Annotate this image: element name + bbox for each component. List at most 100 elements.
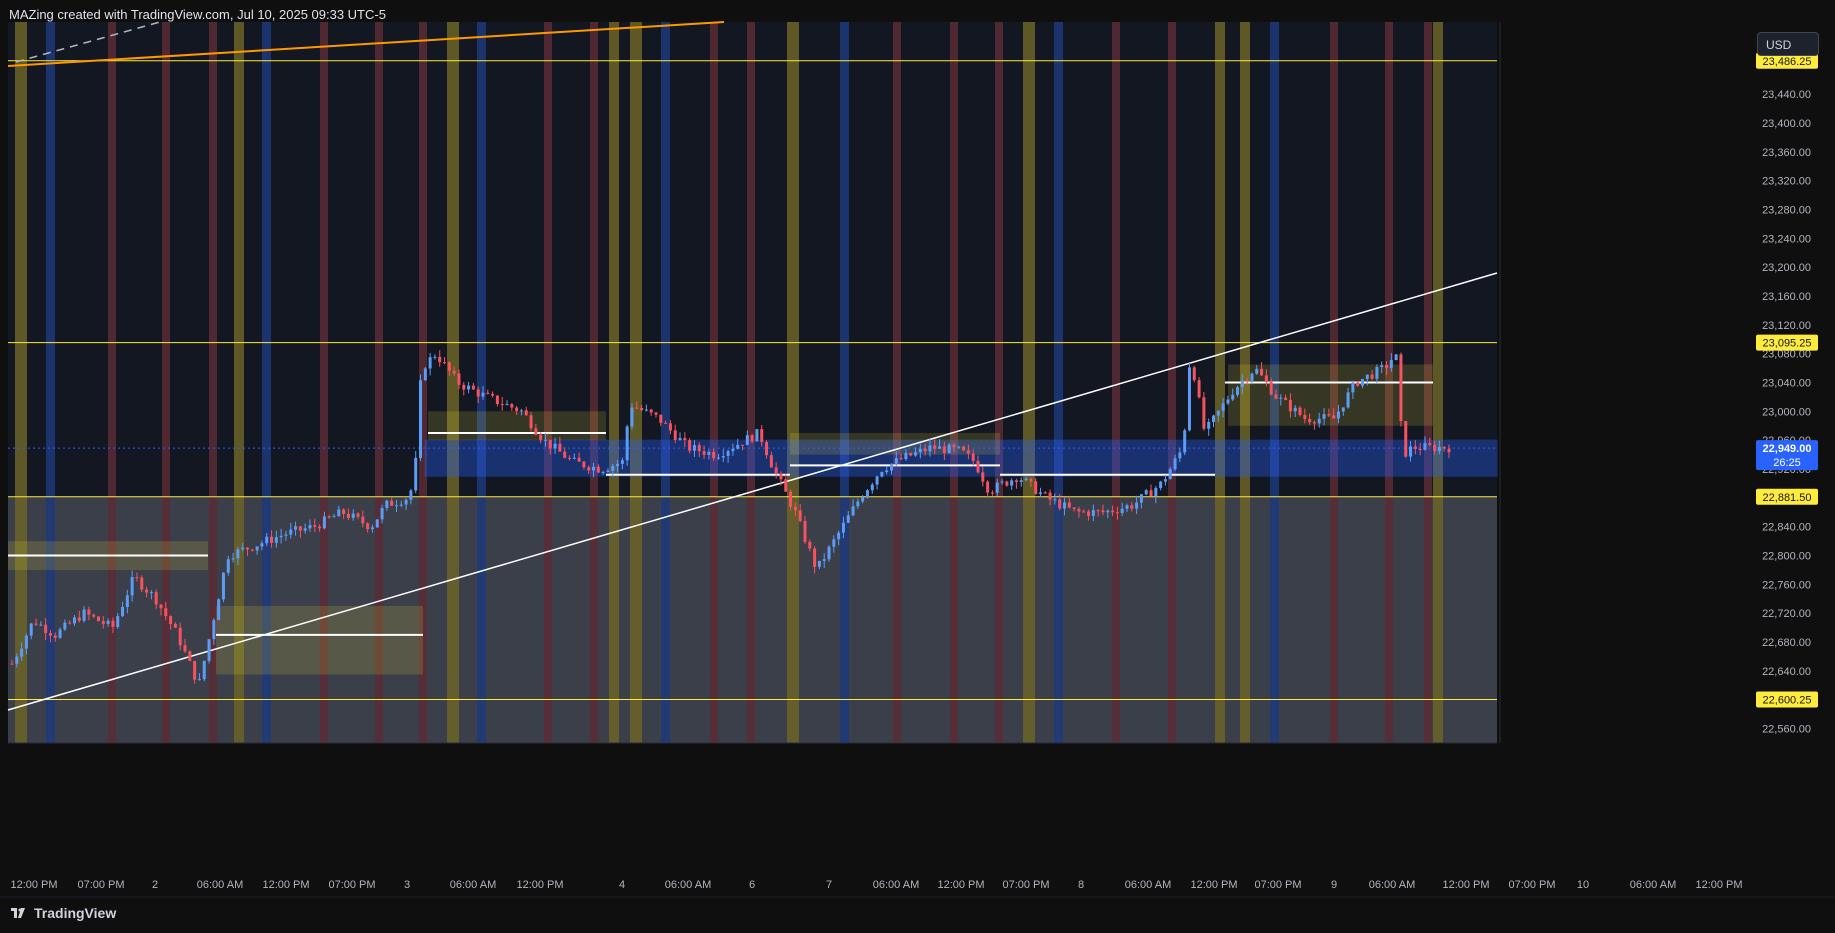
candle-body (1409, 446, 1413, 457)
candle-body (500, 404, 504, 406)
tradingview-logo[interactable]: TradingView (10, 905, 116, 921)
candle-body (443, 362, 447, 364)
chart-header-title: MAZing created with TradingView.com, Jul… (9, 7, 386, 22)
candle-body (1423, 443, 1427, 450)
session-band (787, 22, 799, 743)
candle-body (197, 679, 201, 681)
price-tick-label: 22,800.00 (1762, 551, 1811, 563)
price-tick-label: 23,120.00 (1762, 320, 1811, 332)
candle-body (577, 457, 581, 462)
dashed-projection-line (15, 21, 161, 63)
candle-body (178, 627, 182, 646)
candle-body (947, 444, 951, 454)
candle-body (1168, 469, 1172, 480)
candle-body (966, 450, 970, 454)
session-band (1215, 22, 1225, 743)
candle-body (294, 526, 298, 530)
candle-body (29, 623, 33, 636)
candle-body (813, 548, 817, 567)
candle-body (82, 609, 86, 621)
candle-body (890, 463, 894, 471)
candle-body (1312, 422, 1316, 424)
candle-body (909, 452, 913, 456)
orange-trendline (7, 21, 725, 67)
candle-body (44, 624, 48, 634)
candle-body (1389, 360, 1393, 368)
session-band (630, 22, 642, 743)
candle-body (981, 472, 985, 482)
candle-body (760, 429, 764, 442)
price-tick-label: 23,240.00 (1762, 233, 1811, 245)
price-tick-label: 23,320.00 (1762, 176, 1811, 188)
time-tick-label: 12:00 PM (1190, 879, 1237, 891)
price-tick-label: 23,200.00 (1762, 262, 1811, 274)
candle-body (135, 577, 139, 579)
session-band (209, 22, 217, 743)
price-tick-label: 23,280.00 (1762, 204, 1811, 216)
candle-body (1360, 378, 1364, 386)
candle-body (553, 443, 557, 449)
candle-body (39, 624, 43, 626)
price-tick-label: 22,720.00 (1762, 608, 1811, 620)
candle-body (678, 437, 682, 441)
candle-body (58, 629, 62, 638)
currency-button[interactable]: USD (1757, 32, 1819, 56)
candle-body (1144, 490, 1148, 495)
candle-body (611, 466, 615, 471)
candle-body (1187, 367, 1191, 431)
candle-body (1293, 407, 1297, 412)
candle-body (303, 528, 307, 531)
time-tick-label: 07:00 PM (1254, 879, 1301, 891)
candle-body (1433, 444, 1437, 451)
candle-body (841, 522, 845, 533)
candle-body (1125, 505, 1129, 509)
candle-body (1375, 366, 1379, 379)
candle-body (861, 497, 865, 502)
candle-body (1120, 508, 1124, 513)
candle-body (1053, 499, 1057, 501)
candle-body (452, 370, 456, 374)
candle-body (370, 527, 374, 530)
candle-body (659, 414, 663, 423)
candle-body (236, 549, 240, 559)
supply-demand-zone (790, 432, 1000, 455)
current-price-label: 22,949.00 (1763, 443, 1812, 455)
candle-body (716, 457, 720, 459)
candle-body (428, 357, 432, 369)
candle-body (885, 470, 889, 473)
candle-body (601, 471, 605, 473)
time-tick-label: 07:00 PM (328, 879, 375, 891)
session-band (950, 22, 958, 743)
candle-body (111, 620, 115, 627)
candle-body (1135, 502, 1139, 509)
candle-body (1264, 375, 1268, 382)
candle-body (308, 525, 312, 529)
candle-body (1418, 448, 1422, 450)
candle-body (976, 460, 980, 473)
candle-body (121, 607, 125, 617)
candle-body (1269, 381, 1273, 395)
price-tick-label: 22,640.00 (1762, 666, 1811, 678)
time-tick-label: 4 (619, 879, 625, 891)
session-band (46, 22, 55, 743)
candle-body (289, 529, 293, 535)
candle-body (284, 534, 288, 536)
candle-body (572, 457, 576, 459)
time-tick-label: 6 (749, 879, 755, 891)
candle-body (221, 572, 225, 600)
candle-body (145, 589, 149, 593)
candle-body (1207, 422, 1211, 429)
price-tick-label: 22,760.00 (1762, 579, 1811, 591)
candle-body (1279, 397, 1283, 399)
time-tick-label: 06:00 AM (1125, 879, 1171, 891)
session-band (747, 22, 755, 743)
candle-body (1173, 458, 1177, 470)
candle-body (447, 362, 451, 371)
candle-body (894, 458, 898, 464)
candle-body (938, 446, 942, 449)
candle-body (822, 559, 826, 561)
candle-body (817, 560, 821, 567)
candle-body (510, 404, 514, 408)
candle-body (1014, 480, 1018, 482)
